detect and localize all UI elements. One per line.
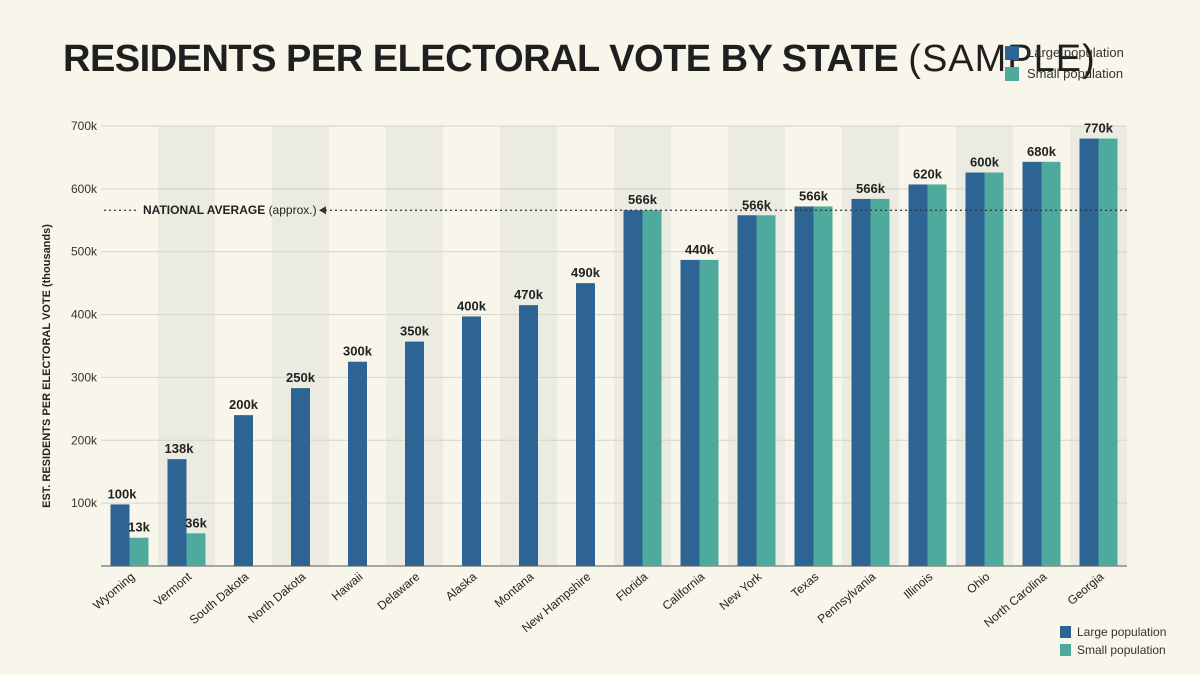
legend-swatch-large xyxy=(1005,45,1019,60)
bar-small-georgia xyxy=(1098,138,1118,567)
bar-small-pennsylvania xyxy=(870,198,890,566)
data-label-large: 600k xyxy=(970,155,1000,170)
y-tick-label: 500k xyxy=(71,245,98,259)
legend-bottom: Large population Small population xyxy=(1060,623,1166,659)
bar-large-ohio xyxy=(965,172,985,566)
y-tick-label: 200k xyxy=(71,433,98,447)
y-tick-label: 300k xyxy=(71,370,98,384)
data-label-large: 300k xyxy=(343,344,373,359)
bar-large-hawaii xyxy=(348,361,367,566)
bar-large-vermont xyxy=(167,459,187,566)
x-tick-label: Delaware xyxy=(375,569,423,613)
bar-small-texas xyxy=(813,206,833,566)
x-tick-label: Vermont xyxy=(151,569,195,609)
data-label-small: 36k xyxy=(185,515,207,530)
data-label-large: 490k xyxy=(571,265,601,280)
data-label-large: 680k xyxy=(1027,144,1057,159)
bar-large-north-carolina xyxy=(1022,161,1042,567)
data-label-large: 138k xyxy=(165,441,195,456)
y-tick-label: 400k xyxy=(71,308,98,322)
x-tick-label: South Dakota xyxy=(187,569,252,627)
bar-small-ohio xyxy=(984,172,1004,566)
legend-top: Large population Small population xyxy=(1005,42,1124,84)
bar-large-north-dakota xyxy=(291,388,310,566)
legend-bottom-label-large: Large population xyxy=(1077,625,1167,639)
y-tick-label: 700k xyxy=(71,119,98,133)
data-label-small: 13k xyxy=(128,520,150,535)
bar-small-california xyxy=(699,259,719,566)
bar-large-pennsylvania xyxy=(851,198,871,566)
data-label-large: 470k xyxy=(514,287,544,302)
bar-small-florida xyxy=(642,210,662,566)
legend-bottom-label-small: Small population xyxy=(1077,643,1166,657)
national-average-label: NATIONAL AVERAGE (approx.) xyxy=(143,203,317,217)
bar-large-delaware xyxy=(405,341,424,566)
x-tick-label: Georgia xyxy=(1065,569,1107,607)
chart-title: RESIDENTS PER ELECTORAL VOTE BY STATE (S… xyxy=(63,38,1096,81)
legend-item-small: Small population xyxy=(1005,63,1124,84)
legend-item-large: Large population xyxy=(1005,42,1124,63)
x-tick-label: Illinois xyxy=(901,570,936,602)
bar-large-florida xyxy=(623,210,643,566)
data-label-large: 440k xyxy=(685,242,715,257)
legend-label-large: Large population xyxy=(1027,45,1124,60)
national-average-label-note: (approx.) xyxy=(269,203,317,217)
bar-large-georgia xyxy=(1079,138,1099,567)
bar-large-texas xyxy=(794,206,814,566)
data-label-large: 200k xyxy=(229,397,259,412)
bar-large-new-york xyxy=(737,215,757,566)
bar-small-vermont xyxy=(186,533,206,566)
legend-bottom-item-small: Small population xyxy=(1060,641,1166,659)
y-axis-title: EST. RESIDENTS PER ELECTORAL VOTE (thous… xyxy=(41,224,53,508)
x-tick-label: Florida xyxy=(613,569,650,604)
x-tick-label: California xyxy=(660,569,708,613)
national-average-label-bold: NATIONAL AVERAGE xyxy=(143,203,269,217)
data-label-large: 566k xyxy=(856,181,886,196)
chart-title-main: RESIDENTS PER ELECTORAL VOTE BY STATE xyxy=(63,38,899,80)
data-label-large: 566k xyxy=(799,188,829,203)
data-label-large: 350k xyxy=(400,324,430,339)
x-tick-label: Montana xyxy=(492,569,537,610)
data-label-large: 620k xyxy=(913,166,943,181)
x-tick-label: Ohio xyxy=(964,569,993,596)
x-tick-label: Alaska xyxy=(443,569,480,603)
national-average-arrow xyxy=(319,206,326,215)
bar-large-illinois xyxy=(908,184,928,566)
y-tick-label: 100k xyxy=(71,496,98,510)
bar-small-illinois xyxy=(927,184,947,566)
chart-subtitle: (SAMPLE) xyxy=(908,38,1096,80)
bar-large-wyoming xyxy=(110,504,130,566)
data-label-large: 250k xyxy=(286,370,316,385)
legend-bottom-swatch-small xyxy=(1060,644,1071,656)
bar-small-new-york xyxy=(756,215,776,566)
x-tick-label: Pennsylvania xyxy=(815,569,879,626)
y-tick-label: 600k xyxy=(71,182,98,196)
bar-small-north-carolina xyxy=(1041,161,1061,567)
bar-large-california xyxy=(680,259,700,566)
x-tick-label: North Dakota xyxy=(245,569,308,625)
bar-large-new-hampshire xyxy=(576,283,595,566)
x-tick-label: North Carolina xyxy=(981,569,1050,630)
x-tick-label: Hawaii xyxy=(329,570,366,604)
data-label-large: 566k xyxy=(628,192,658,207)
bar-large-montana xyxy=(519,305,538,566)
legend-bottom-item-large: Large population xyxy=(1060,623,1166,641)
data-label-large: 400k xyxy=(457,298,487,313)
x-tick-label: New York xyxy=(717,569,766,613)
x-tick-label: Wyoming xyxy=(90,570,137,613)
legend-label-small: Small population xyxy=(1027,66,1124,81)
data-label-large: 770k xyxy=(1084,121,1114,136)
legend-swatch-small xyxy=(1005,66,1019,81)
data-label-large: 566k xyxy=(742,197,772,212)
bar-large-south-dakota xyxy=(234,415,253,566)
data-label-large: 100k xyxy=(108,486,138,501)
bar-large-alaska xyxy=(462,316,481,566)
x-tick-label: Texas xyxy=(788,570,821,601)
legend-bottom-swatch-large xyxy=(1060,626,1071,638)
bar-small-wyoming xyxy=(129,537,149,566)
